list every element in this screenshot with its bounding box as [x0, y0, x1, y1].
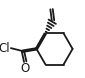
Text: Cl: Cl	[0, 42, 10, 55]
Text: O: O	[21, 62, 30, 75]
